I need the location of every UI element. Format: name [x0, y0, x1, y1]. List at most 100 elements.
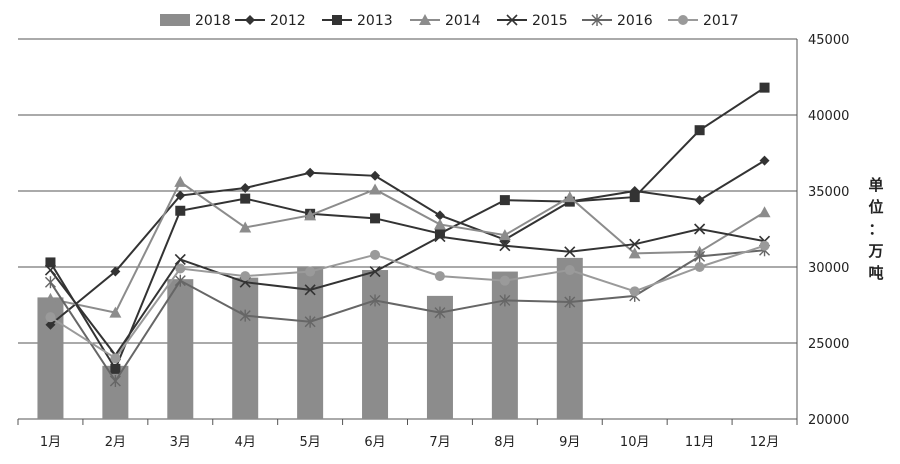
legend-label-2013: 2013 [357, 13, 393, 29]
x-tick-label: 7月 [429, 435, 450, 450]
point-2014 [563, 191, 576, 203]
point-2016 [694, 250, 706, 263]
x-tick-label: 12月 [750, 435, 780, 450]
marker-stroke [499, 240, 511, 252]
unit-label-char: 单 [868, 176, 883, 194]
series-line-2016 [49, 249, 765, 383]
point-2017 [45, 312, 56, 323]
bar-layer [37, 257, 583, 419]
point-2016 [44, 276, 56, 289]
series-line-2015 [49, 227, 765, 357]
point-2015 [499, 240, 511, 252]
marker-stroke [369, 265, 381, 278]
point-2017 [175, 263, 186, 274]
point-2017 [434, 271, 445, 282]
point-2015 [44, 264, 57, 276]
series-line-2013 [49, 86, 766, 372]
point-2017 [759, 240, 770, 251]
marker-stroke [174, 253, 186, 265]
point-2014 [44, 292, 57, 304]
x-tick-label: 3月 [170, 435, 191, 450]
point-2012 [240, 182, 251, 193]
point-2012 [434, 210, 445, 221]
point-2015 [174, 253, 186, 265]
point-2015 [369, 265, 381, 278]
point-2015 [434, 231, 446, 243]
point-2014 [628, 247, 641, 259]
grid-layer [18, 38, 797, 420]
point-2013 [694, 125, 705, 136]
point-2012 [694, 195, 705, 206]
axis-layer: 20000 25000 30000 35000 40000 45000 1月 2月 3月 4月 5月… [17, 33, 849, 450]
y-tick-label: 35000 [808, 185, 849, 200]
x-tick-label: 4月 [235, 435, 256, 450]
legend-label-2017: 2017 [703, 13, 739, 29]
point-2016 [499, 294, 511, 307]
legend-marker-2014 [419, 14, 431, 25]
point-2016 [434, 306, 446, 319]
legend-label-2014: 2014 [445, 13, 481, 29]
y-tick-label: 45000 [808, 33, 849, 48]
point-2017 [240, 271, 251, 282]
x-tick-label: 6月 [364, 435, 385, 450]
bar-2018 [491, 271, 518, 419]
marker-stroke [434, 231, 446, 243]
x-tick-label: 10月 [620, 435, 650, 450]
point-2014 [498, 229, 511, 241]
bar-2018 [556, 257, 583, 419]
legend-marker-2016 [591, 14, 603, 26]
series-line-2014 [50, 180, 766, 314]
bar-2018 [232, 277, 259, 419]
point-2014 [174, 175, 187, 187]
point-2015 [564, 246, 576, 258]
point-2012 [175, 190, 186, 201]
point-2013 [240, 193, 251, 204]
point-2014 [109, 306, 122, 318]
point-2016 [239, 309, 251, 322]
point-2016 [109, 375, 121, 387]
marker-stroke [304, 284, 316, 296]
point-2012 [759, 155, 770, 166]
point-2012 [305, 167, 316, 178]
point-2014 [304, 209, 317, 221]
point-2017 [110, 353, 121, 364]
point-2015 [694, 223, 706, 235]
y-tick-label: 25000 [808, 337, 849, 352]
unit-label-char: 位 [868, 198, 883, 216]
y-tick-label: 30000 [808, 261, 849, 276]
point-2013 [370, 213, 381, 224]
unit-label-char: ： [868, 220, 883, 238]
legend: 2018 2012 2013 2014 2015 2016 2017 [160, 13, 739, 29]
point-2017 [564, 265, 575, 276]
marker-stroke [44, 264, 57, 276]
point-2014 [239, 221, 252, 233]
point-2015 [304, 284, 316, 296]
point-2013 [434, 228, 445, 239]
point-2013 [759, 82, 770, 93]
bar-2018 [362, 270, 389, 419]
line-layer [44, 82, 771, 387]
x-tick-label: 9月 [559, 435, 580, 450]
point-2014 [433, 218, 446, 230]
point-2017 [305, 266, 316, 277]
point-2012 [110, 266, 121, 277]
bar-2018 [102, 365, 129, 419]
marker-stroke [564, 246, 576, 258]
marker-stroke [694, 223, 706, 235]
point-2013 [629, 192, 640, 203]
legend-swatch-2018 [160, 14, 190, 26]
legend-marker-2017 [678, 15, 688, 25]
x-tick-label: 8月 [494, 435, 515, 450]
legend-label-2016: 2016 [617, 13, 653, 29]
point-2016 [304, 315, 316, 328]
point-2013 [45, 257, 56, 268]
x-tick-label: 11月 [685, 435, 715, 450]
point-2015 [629, 238, 641, 250]
unit-label: 单位 ： 万吨 [867, 176, 883, 282]
x-tick-label: 2月 [105, 435, 126, 450]
point-2016 [369, 294, 381, 307]
y-tick-label: 20000 [808, 413, 849, 428]
point-2013 [175, 205, 186, 216]
point-2013 [499, 195, 510, 206]
